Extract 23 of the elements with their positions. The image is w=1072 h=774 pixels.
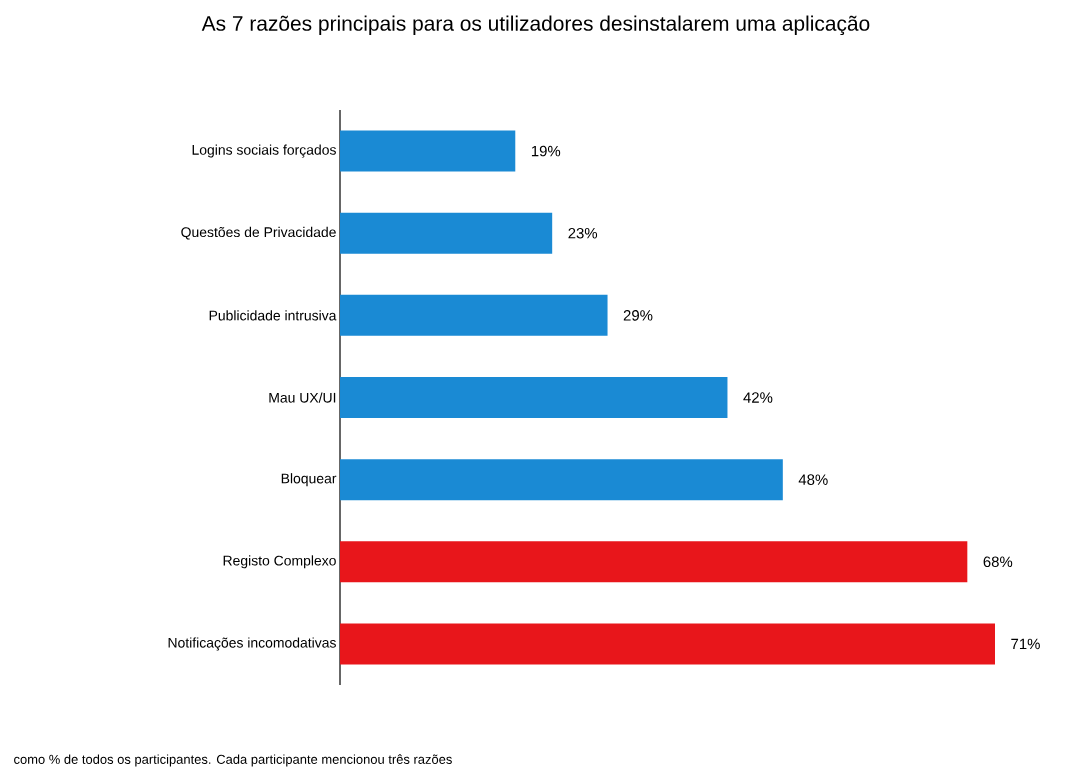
data-label: 19%	[531, 145, 561, 157]
y-tick-label: Logins sociais forçados	[192, 144, 336, 158]
data-label: 23%	[568, 227, 598, 239]
bar	[340, 130, 516, 172]
y-tick-label: Publicidade intrusiva	[209, 310, 337, 321]
chart-title: As 7 razões principais para os utilizadores desinstalarem uma aplicação	[201, 15, 870, 36]
data-label: 68%	[983, 556, 1013, 568]
bar	[340, 377, 728, 418]
data-label: 48%	[798, 474, 828, 485]
y-tick-label: Mau UX/UI	[269, 392, 336, 403]
y-tick-label: Questões de Privacidade	[181, 226, 336, 240]
bar	[340, 541, 968, 583]
bar	[340, 623, 995, 665]
y-tick-label: Notificações incomodativas	[168, 637, 336, 651]
y-tick-label: Registo Complexo	[223, 555, 336, 569]
data-label: 29%	[623, 310, 653, 321]
data-label: 71%	[1011, 638, 1040, 650]
bar	[340, 294, 608, 336]
y-tick-label: Bloquear	[281, 473, 337, 487]
data-label: 42%	[743, 392, 773, 403]
bar	[340, 212, 553, 254]
text: como % de todos os participantes. Cada participante mencionou três razões	[14, 754, 452, 767]
bar	[340, 459, 783, 501]
